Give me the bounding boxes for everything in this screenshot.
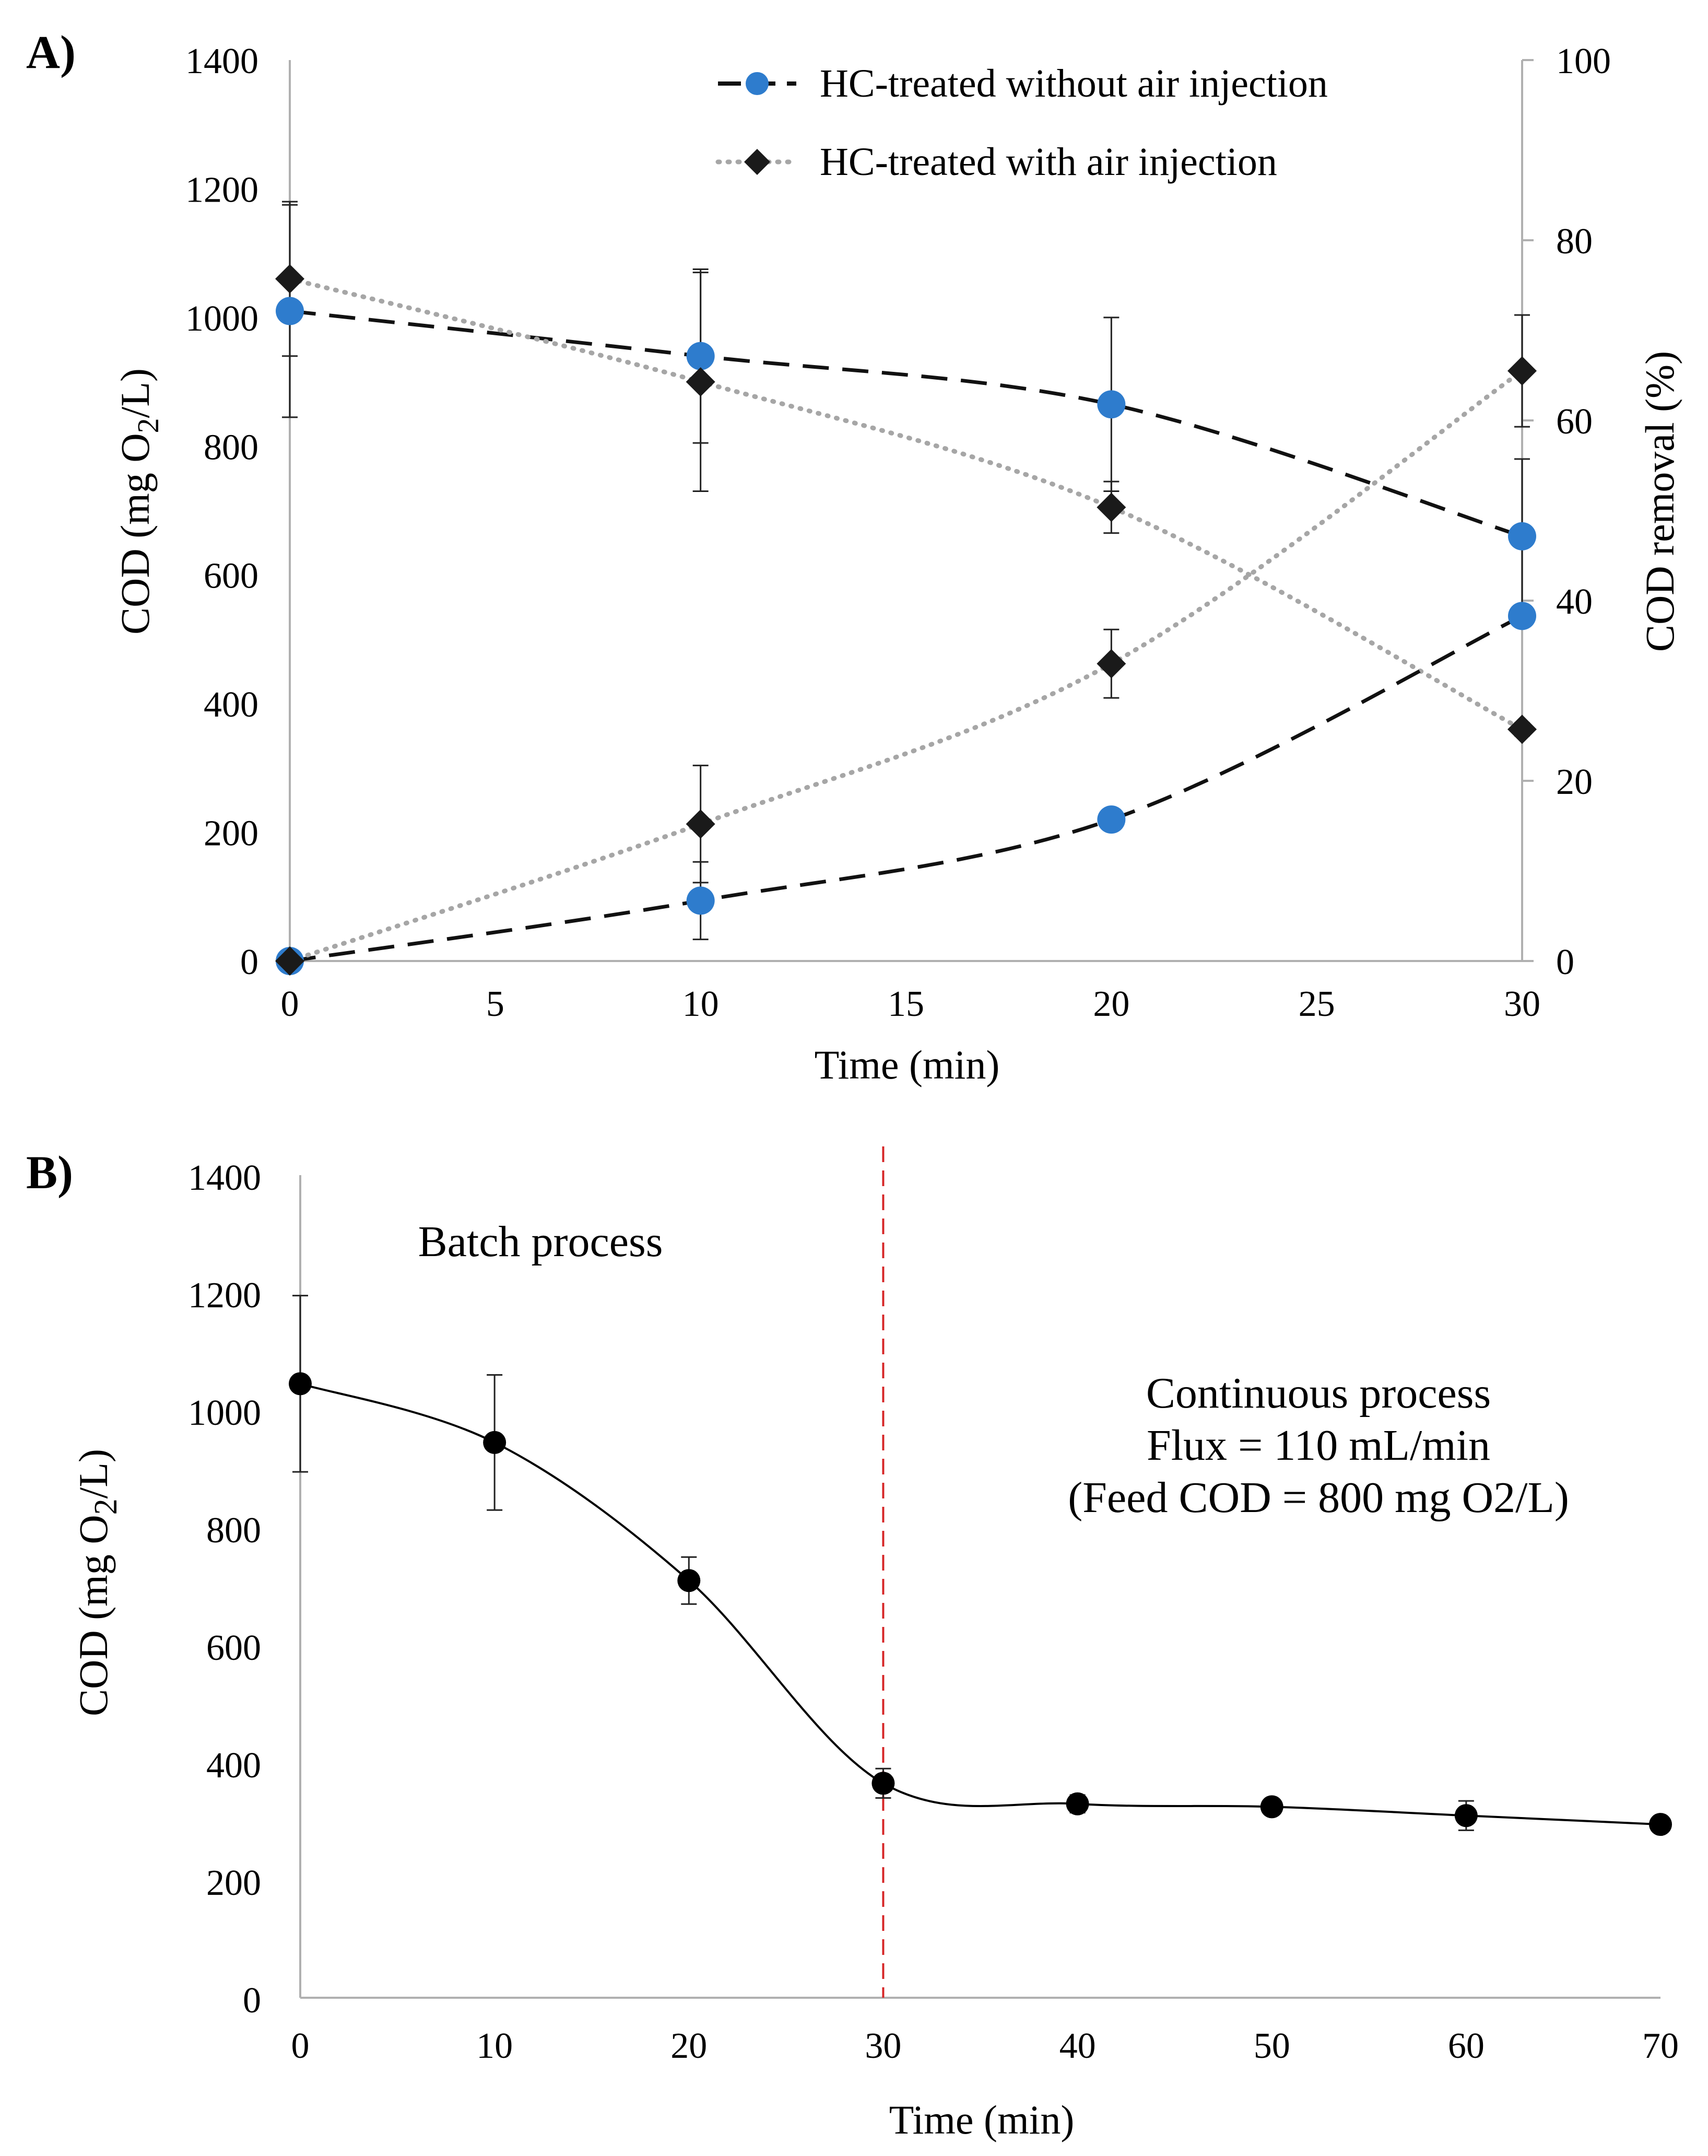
panel-a-y-left-tick-label: 1000 (185, 299, 258, 339)
data-point (1066, 1792, 1089, 1815)
panel-a-x-tick-label: 20 (1093, 984, 1129, 1024)
panel-b-y-tick-label: 200 (206, 1863, 261, 1903)
annotation-continuous-line-1: Continuous process (1146, 1369, 1491, 1417)
data-point (1260, 1795, 1283, 1819)
panel-a-x-tick-label: 15 (888, 984, 924, 1024)
panel-b-axes (299, 1175, 1660, 1999)
panel-b-y-tick-label: 1400 (188, 1158, 261, 1198)
panel-a-y-right-tick-label: 20 (1556, 762, 1593, 802)
data-point (1097, 493, 1126, 522)
panel-a-y-left-tick-label: 600 (204, 556, 258, 596)
series-line-3 (287, 368, 1525, 964)
data-point (1507, 714, 1537, 744)
data-point (289, 1372, 312, 1396)
series-line-1 (287, 276, 1525, 732)
panel-b-y-tick-label: 800 (206, 1510, 261, 1551)
panel-a-x-tick-label: 0 (281, 984, 299, 1024)
annotation-continuous-line-2: Flux = 110 mL/min (1147, 1421, 1490, 1470)
panel-b-x-tick-label: 40 (1059, 2026, 1096, 2066)
panel-a-x-axis-title: Time (min) (815, 1042, 1000, 1087)
panel-a-y-right-tick-label: 80 (1556, 221, 1593, 262)
annotation-batch-process: Batch process (418, 1217, 663, 1266)
series-line-2 (289, 614, 1523, 963)
panel-b-x-tick-label: 50 (1254, 2026, 1290, 2066)
data-point (1454, 1804, 1478, 1827)
panel-b-y-axis-title: COD (mg O2/L) (70, 1449, 124, 1716)
data-point (686, 342, 715, 370)
panel-a-y-right-axis-title: COD removal (%) (1637, 351, 1682, 652)
panel-b-series (289, 1146, 1672, 1998)
data-point (1097, 805, 1126, 834)
panel-b-x-tick-label: 60 (1448, 2026, 1485, 2066)
panel-a-y-right-tick-label: 0 (1556, 942, 1574, 982)
data-point (1097, 649, 1126, 678)
panel-a-y-left-tick-label: 400 (204, 685, 258, 725)
panel-b-x-tick-label: 70 (1642, 2026, 1679, 2066)
data-point (686, 809, 715, 839)
data-point (686, 367, 715, 397)
data-point (677, 1569, 701, 1592)
panel-a-y-right-tick-label: 60 (1556, 402, 1593, 442)
data-point (1507, 356, 1537, 386)
panel-a-y-left-tick-label: 1400 (185, 41, 258, 81)
panel-b-x-tick-label: 20 (670, 2026, 707, 2066)
legend-label-with-air: HC-treated with air injection (820, 140, 1277, 184)
panel-b-y-tick-label: 400 (206, 1745, 261, 1786)
panel-a: A) 0 5 10 15 20 25 300200400600800100012001400… (26, 27, 1682, 1087)
panel-b-x-axis-title: Time (min) (889, 2097, 1075, 2142)
series-line-b (300, 1382, 1661, 1826)
data-point (275, 264, 304, 294)
panel-b-ticks: 0 10 20 30 40 50 60 70 0 200 400 600 800 1000 1200 1400 (188, 1158, 1679, 2066)
data-point (871, 1772, 895, 1795)
series-line-0 (289, 309, 1523, 538)
data-point (1508, 522, 1536, 550)
panel-a-y-right-tick-label: 100 (1556, 41, 1611, 81)
data-point (1649, 1813, 1672, 1836)
panel-a-x-tick-label: 30 (1504, 984, 1540, 1024)
panel-a-y-left-tick-label: 200 (204, 814, 258, 854)
panel-a-ticks: 0 5 10 15 20 25 30 0 200 400 600 800 1000 1200 1400 0 20… (185, 41, 1611, 1024)
legend-marker-without-air (746, 72, 769, 95)
data-point (1508, 602, 1536, 630)
panel-a-y-left-tick-label: 1200 (185, 170, 258, 210)
panel-b-x-tick-label: 0 (291, 2026, 310, 2066)
panel-a-y-right-tick-label: 40 (1556, 582, 1593, 622)
panel-b-y-tick-label: 0 (243, 1981, 261, 2021)
data-point (276, 297, 304, 325)
panel-b-label: B) (26, 1147, 73, 1199)
panel-a-x-tick-label: 10 (682, 984, 719, 1024)
panel-a-axes (289, 59, 1534, 962)
panel-a-x-tick-label: 5 (486, 984, 504, 1024)
panel-a-y-left-tick-label: 800 (204, 427, 258, 467)
panel-b-x-tick-label: 10 (476, 2026, 513, 2066)
panel-b-x-tick-label: 30 (865, 2026, 901, 2066)
panel-b-y-tick-label: 600 (206, 1628, 261, 1668)
data-point (686, 886, 715, 915)
legend: HC-treated without air injection HC-trea… (715, 62, 1328, 184)
data-point (1097, 390, 1126, 419)
panel-b: B) 0 10 20 30 40 50 60 70 0 200 400 600 800 1000 1200 1… (26, 1146, 1679, 2142)
annotation-continuous-line-3: (Feed COD = 800 mg O2/L) (1068, 1473, 1569, 1522)
panel-a-x-tick-label: 25 (1299, 984, 1335, 1024)
panel-b-y-tick-label: 1200 (188, 1275, 261, 1316)
legend-label-without-air: HC-treated without air injection (820, 62, 1328, 106)
panel-a-label: A) (26, 27, 76, 78)
panel-a-y-left-tick-label: 0 (240, 942, 258, 982)
panel-a-y-left-axis-title: COD (mg O2/L) (112, 368, 165, 635)
data-point (483, 1431, 506, 1454)
panel-a-series (275, 201, 1537, 976)
panel-b-y-tick-label: 1000 (188, 1393, 261, 1433)
data-point (275, 946, 304, 976)
legend-marker-with-air (744, 149, 770, 175)
